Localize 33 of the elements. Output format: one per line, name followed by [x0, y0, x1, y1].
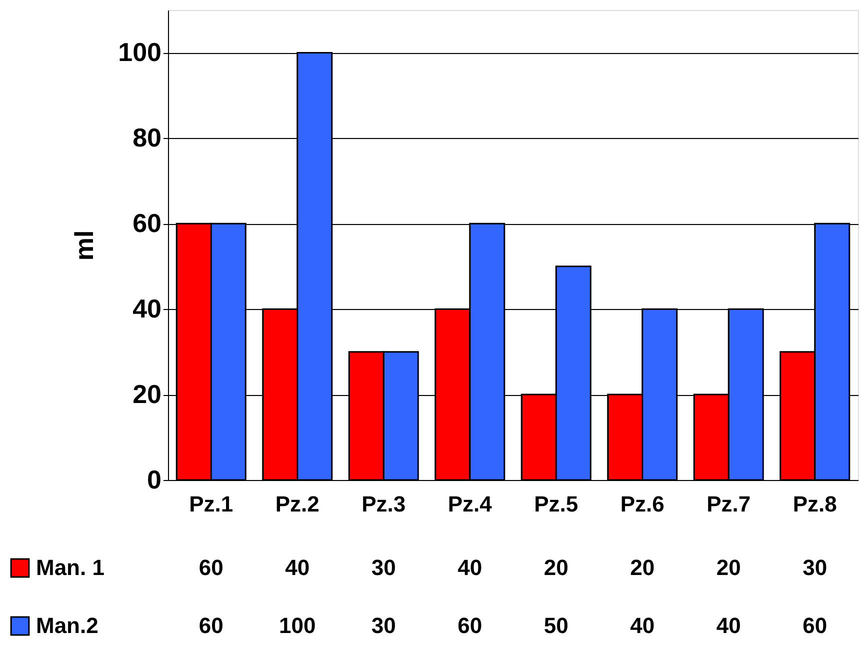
y-tick-label: 20	[132, 379, 162, 410]
y-tick-label: 40	[132, 294, 162, 324]
y-axis-title: ml	[69, 230, 100, 261]
data-label: 20	[544, 555, 568, 580]
x-tick-label: Pz.3	[362, 492, 406, 516]
data-label: 60	[198, 555, 224, 580]
x-tick-label: Pz.1	[189, 492, 234, 516]
data-label: 30	[371, 555, 396, 580]
data-label: 30	[371, 613, 396, 638]
data-label: 100	[279, 613, 316, 638]
x-tick-label: Pz.8	[792, 492, 837, 516]
data-label: 30	[802, 555, 828, 580]
data-label: 40	[716, 613, 741, 638]
y-tick-label: 60	[132, 208, 162, 238]
data-label: 50	[544, 613, 568, 638]
x-tick-label: Pz.7	[706, 492, 751, 516]
data-label: 60	[198, 613, 224, 638]
y-tick-label: 0	[147, 464, 162, 494]
data-label: 40	[630, 613, 655, 638]
data-label: 60	[458, 613, 482, 638]
data-label: 20	[630, 555, 655, 580]
data-label: 40	[458, 555, 482, 580]
legend-label: Man.2	[36, 613, 98, 638]
data-label: 60	[802, 613, 828, 638]
x-tick-label: Pz.2	[275, 492, 320, 516]
y-tick-label: 100	[118, 37, 162, 68]
x-tick-label: Pz.4	[448, 492, 493, 516]
y-tick-label: 80	[132, 122, 162, 153]
data-label: 20	[716, 555, 741, 580]
data-label: 40	[285, 555, 310, 580]
x-tick-label: Pz.5	[534, 492, 578, 516]
legend-label: Man. 1	[36, 555, 104, 580]
x-tick-label: Pz.6	[620, 492, 664, 516]
